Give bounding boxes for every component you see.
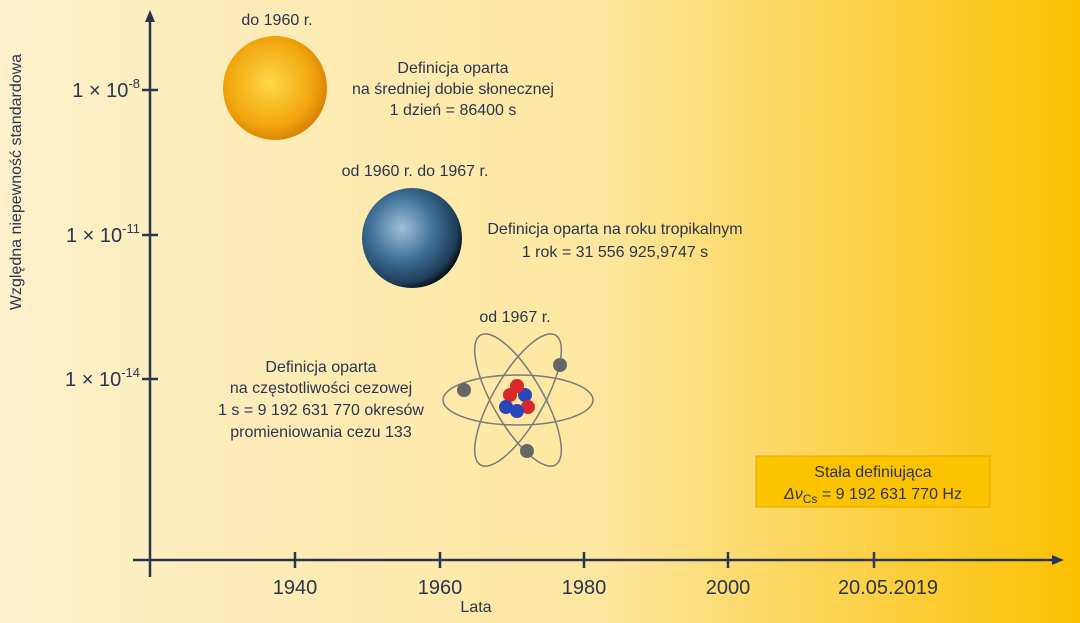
axes: 1 × 10-8 1 × 10-11 1 × 10-14 1940 1960 1… <box>8 10 1064 616</box>
x-axis-label: Lata <box>460 599 491 616</box>
constant-title: Stała definiująca <box>814 464 932 481</box>
constant-box <box>755 455 991 508</box>
y-axis-label: Względna niepewność standardowa <box>8 54 25 310</box>
period: od 1967 r. <box>479 309 550 326</box>
x-tick-label: 1960 <box>418 577 463 599</box>
earth-image <box>362 188 462 288</box>
subscript: Cs <box>803 492 818 506</box>
tick-base: 1 × 10 <box>72 80 128 102</box>
x-arrow <box>1052 555 1064 565</box>
period: do 1960 r. <box>241 12 312 29</box>
constant-formula: ΔνCs = 9 192 631 770 Hz <box>783 486 962 506</box>
definition-line: Definicja oparta <box>397 60 508 77</box>
definition-line: 1 dzień = 86400 s <box>390 102 517 119</box>
x-tick-label: 1940 <box>273 577 318 599</box>
y-tick-label: 1 × 10-14 <box>65 365 140 391</box>
tick-exp: -8 <box>128 76 140 91</box>
definition-line: Definicja oparta na roku tropikalnym <box>487 221 742 238</box>
atom-image <box>442 333 594 467</box>
tick-base: 1 × 10 <box>65 369 121 391</box>
definition-line: 1 rok = 31 556 925,9747 s <box>522 244 708 261</box>
tick-exp: -11 <box>122 221 140 236</box>
period: od 1960 r. do 1967 r. <box>342 163 489 180</box>
value: = 9 192 631 770 Hz <box>817 486 962 503</box>
x-tick-label: 2000 <box>706 577 751 599</box>
tick-exp: -14 <box>121 365 140 380</box>
definition-line: Definicja oparta <box>265 359 376 376</box>
definition-line: 1 s = 9 192 631 770 okresów <box>218 402 424 419</box>
sun-image <box>223 36 327 140</box>
tick-base: 1 × 10 <box>66 225 122 247</box>
y-arrow <box>145 10 155 22</box>
definition-line: promieniowania cezu 133 <box>230 424 412 441</box>
symbol: Δν <box>783 486 803 503</box>
y-tick-label: 1 × 10-11 <box>66 221 140 247</box>
definition-line: na częstotliwości cezowej <box>230 380 412 397</box>
x-tick-label: 1980 <box>562 577 607 599</box>
x-tick-label: 20.05.2019 <box>838 577 938 599</box>
definition-line: na średniej dobie słonecznej <box>352 81 554 98</box>
y-tick-label: 1 × 10-8 <box>72 76 140 102</box>
